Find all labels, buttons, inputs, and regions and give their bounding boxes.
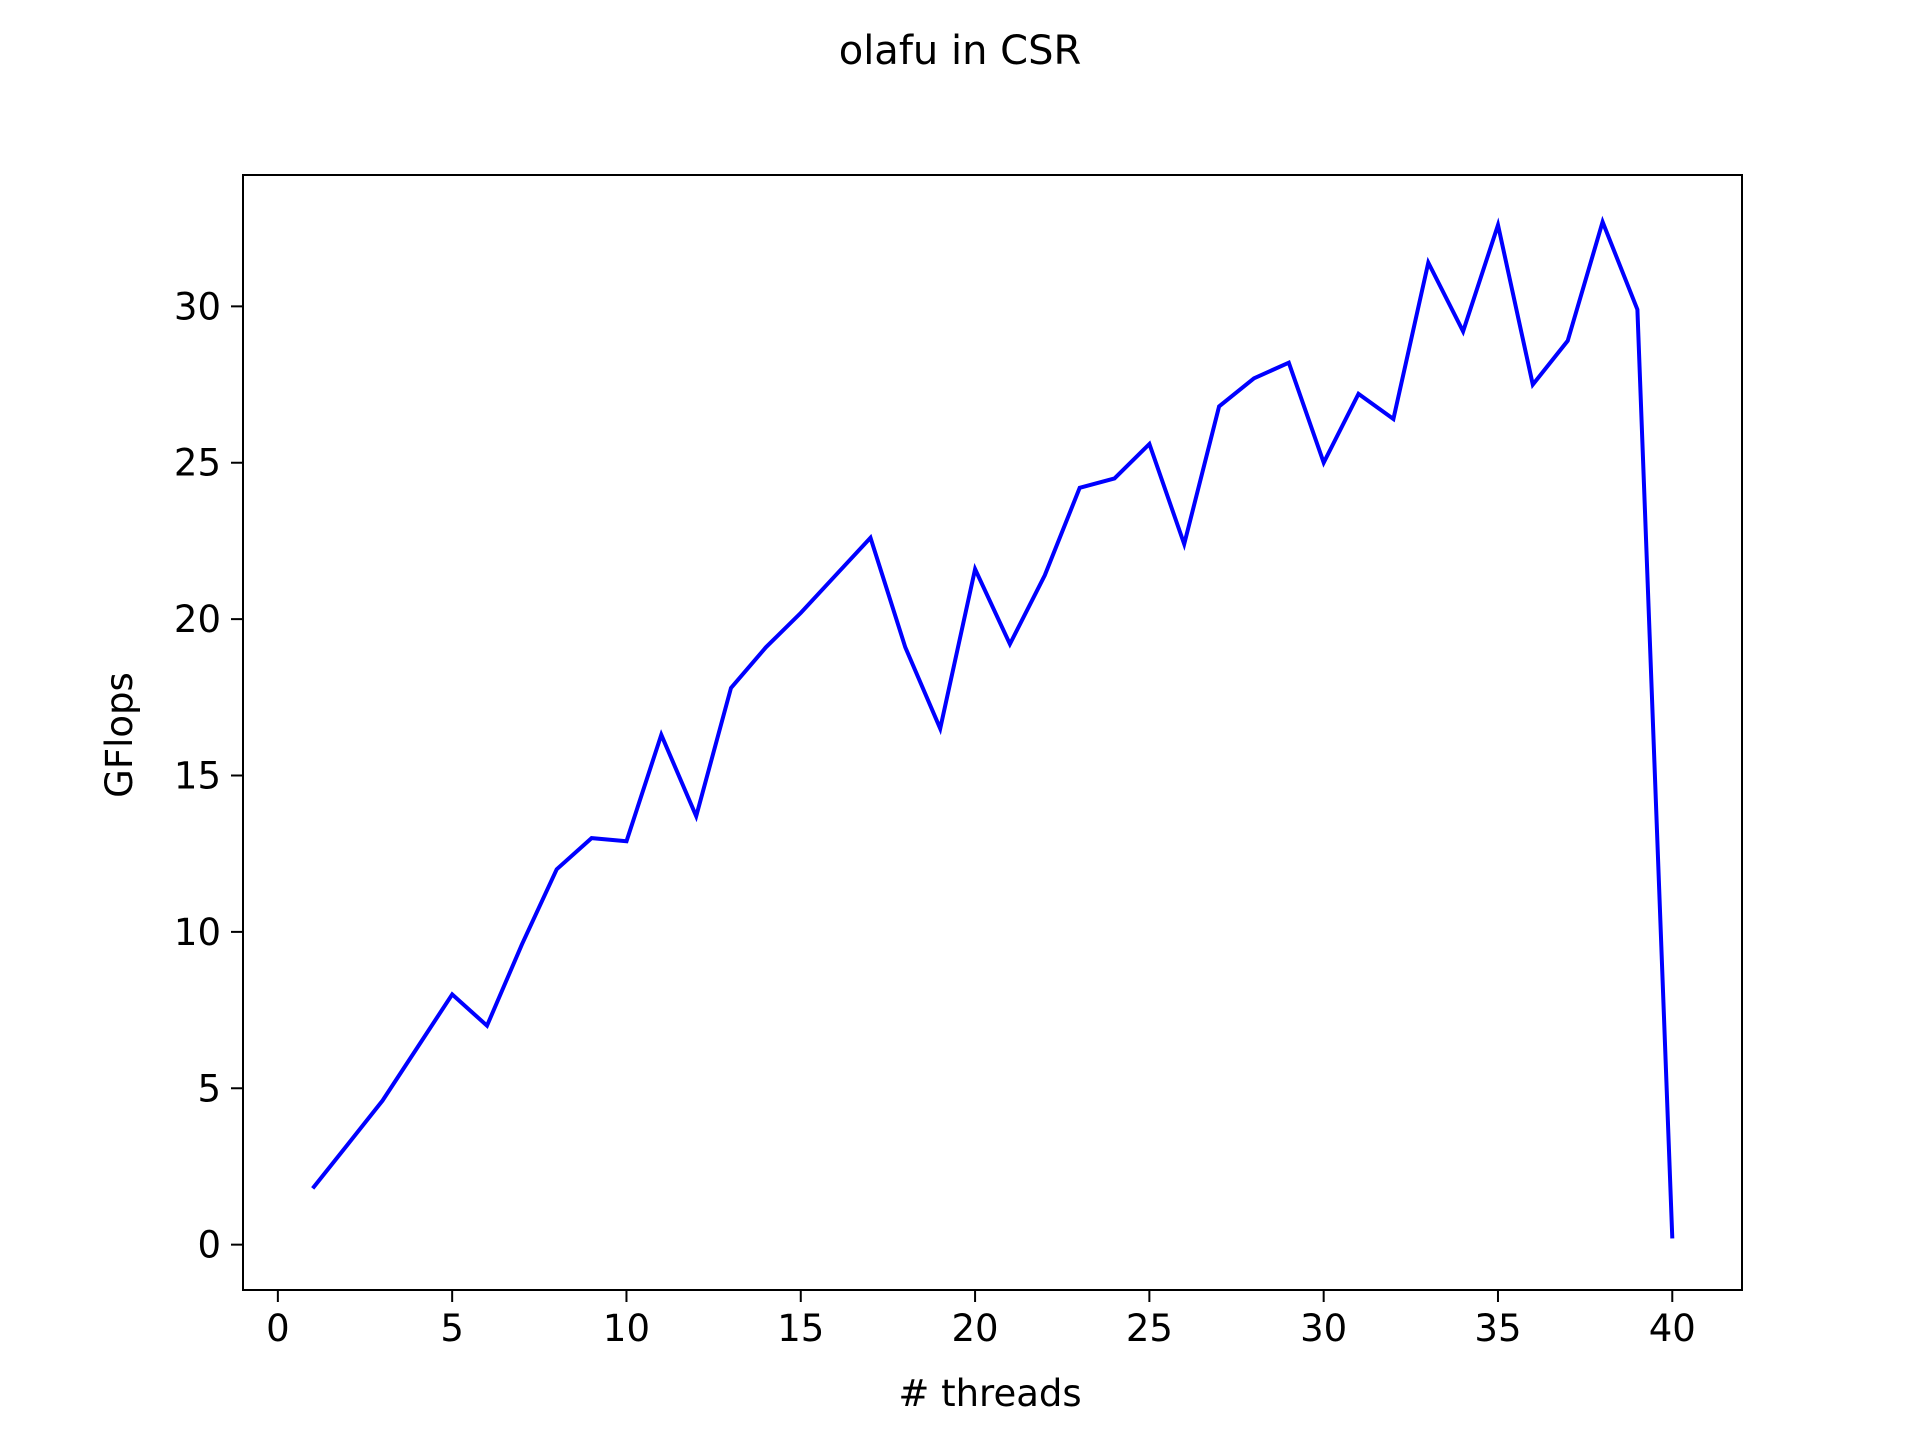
- series-line: [311, 215, 1675, 1239]
- x-tick-label: 5: [440, 1307, 464, 1350]
- y-tick-label: 15: [174, 755, 221, 798]
- y-tick-label: 30: [174, 285, 221, 328]
- chart-title: olafu in CSR: [839, 28, 1082, 74]
- y-tick-label: 25: [174, 442, 221, 485]
- x-tick-label: 15: [777, 1307, 824, 1350]
- y-tick-label: 10: [174, 911, 221, 954]
- y-tick-label: 20: [174, 598, 221, 641]
- y-axis-label: GFlops: [98, 672, 141, 798]
- x-tick-label: 20: [952, 1307, 999, 1350]
- x-tick-label: 10: [603, 1307, 650, 1350]
- x-tick-label: 25: [1126, 1307, 1173, 1350]
- x-axis-label: # threads: [898, 1372, 1081, 1415]
- plot-area: [311, 215, 1675, 1239]
- y-tick-label: 5: [197, 1067, 221, 1110]
- x-tick-label: 0: [266, 1307, 290, 1350]
- x-tick-label: 30: [1300, 1307, 1347, 1350]
- x-tick-label: 35: [1474, 1307, 1521, 1350]
- x-tick-label: 40: [1649, 1307, 1696, 1350]
- y-tick-label: 0: [197, 1224, 221, 1267]
- plot-frame: [242, 174, 1743, 1291]
